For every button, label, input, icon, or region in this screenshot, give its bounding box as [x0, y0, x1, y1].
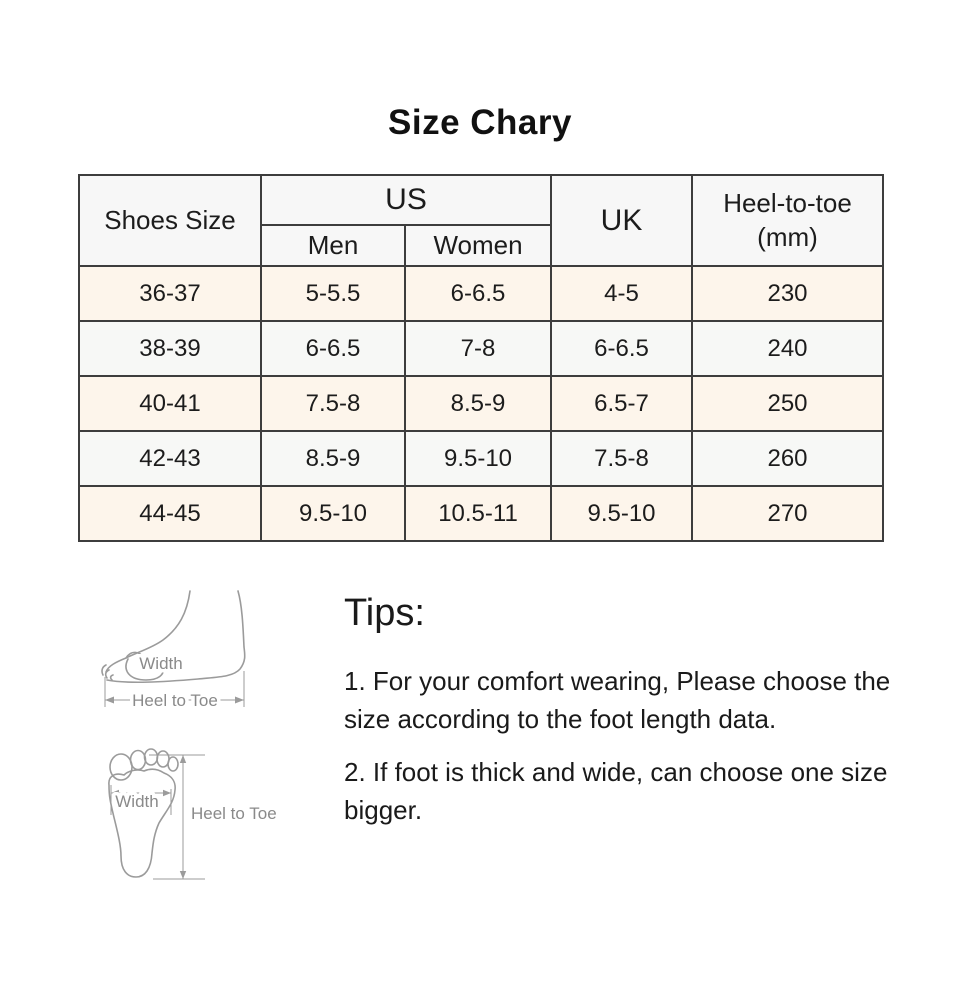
cell-us-men: 8.5-9 — [260, 430, 406, 487]
cell-shoes-size: 36-37 — [78, 265, 262, 322]
cell-shoes-size: 42-43 — [78, 430, 262, 487]
cell-uk: 9.5-10 — [550, 485, 693, 542]
table-row: 38-39 6-6.5 7-8 6-6.5 240 — [78, 320, 884, 377]
cell-heel-mm: 260 — [691, 430, 884, 487]
footprint-diagram: Width Heel to Toe — [95, 743, 280, 893]
col-header-shoes-size: Shoes Size — [78, 174, 262, 267]
cell-us-women: 8.5-9 — [404, 375, 552, 432]
col-header-us: US — [260, 174, 552, 226]
foot-side-view-diagram: Width Heel to Toe — [68, 585, 293, 725]
table-header-row-2: Men Women — [79, 224, 883, 267]
cell-us-women: 6-6.5 — [404, 265, 552, 322]
col-header-uk: UK — [550, 174, 693, 267]
bottom-width-label: Width — [115, 792, 158, 811]
cell-shoes-size: 44-45 — [78, 485, 262, 542]
size-table: Shoes Size US UK Heel-to-toe (mm) Men Wo… — [78, 174, 884, 542]
cell-us-women: 7-8 — [404, 320, 552, 377]
table-header-row-1: Shoes Size US UK Heel-to-toe (mm) — [78, 174, 884, 267]
tips-section: Tips: 1. For your comfort wearing, Pleas… — [344, 592, 900, 829]
col-header-us-men: Men — [260, 224, 406, 267]
tip-item: 2. If foot is thick and wide, can choose… — [344, 757, 888, 825]
cell-us-men: 7.5-8 — [260, 375, 406, 432]
tips-heading: Tips: — [344, 592, 425, 634]
cell-heel-mm: 230 — [691, 265, 884, 322]
tip-item: 1. For your comfort wearing, Please choo… — [344, 666, 891, 734]
table-row: 36-37 5-5.5 6-6.5 4-5 230 — [78, 265, 884, 322]
table-row: 44-45 9.5-10 10.5-11 9.5-10 270 — [78, 485, 884, 542]
cell-shoes-size: 38-39 — [78, 320, 262, 377]
col-header-heel-to-toe: Heel-to-toe (mm) — [691, 174, 884, 267]
cell-us-men: 5-5.5 — [260, 265, 406, 322]
cell-heel-mm: 240 — [691, 320, 884, 377]
footprint-icon: Width Heel to Toe — [108, 748, 280, 880]
foot-side-view-icon: Width Heel to Toe — [101, 590, 246, 714]
page-title: Size Chary — [388, 103, 572, 142]
side-heel-to-toe-label: Heel to Toe — [132, 691, 218, 710]
table-row: 40-41 7.5-8 8.5-9 6.5-7 250 — [78, 375, 884, 432]
cell-heel-mm: 250 — [691, 375, 884, 432]
table-row: 42-43 8.5-9 9.5-10 7.5-8 260 — [78, 430, 884, 487]
bottom-heel-to-toe-label: Heel to Toe — [191, 804, 277, 823]
cell-uk: 6.5-7 — [550, 375, 693, 432]
cell-uk: 4-5 — [550, 265, 693, 322]
cell-uk: 6-6.5 — [550, 320, 693, 377]
col-header-us-women: Women — [404, 224, 552, 267]
cell-us-women: 10.5-11 — [404, 485, 552, 542]
side-width-label: Width — [139, 654, 182, 673]
cell-shoes-size: 40-41 — [78, 375, 262, 432]
cell-us-men: 6-6.5 — [260, 320, 406, 377]
cell-us-men: 9.5-10 — [260, 485, 406, 542]
cell-uk: 7.5-8 — [550, 430, 693, 487]
cell-us-women: 9.5-10 — [404, 430, 552, 487]
cell-heel-mm: 270 — [691, 485, 884, 542]
